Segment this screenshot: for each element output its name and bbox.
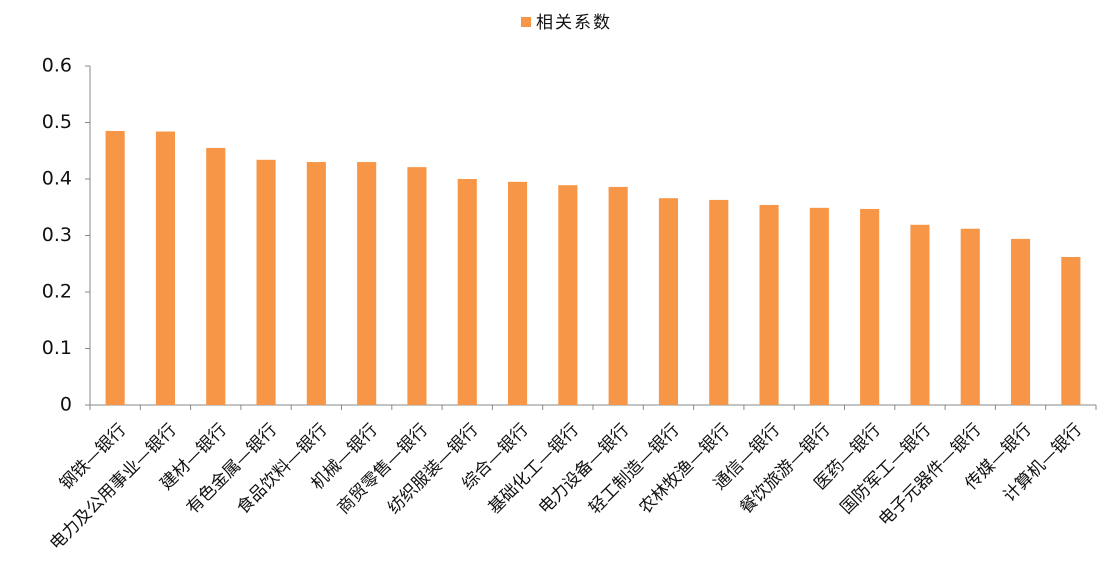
bar — [306, 162, 326, 405]
bar — [658, 198, 679, 405]
y-tick-label: 0.3 — [42, 224, 72, 246]
x-tick-label: 纺织服装—银行 — [384, 420, 482, 518]
y-tick-label: 0.2 — [42, 281, 72, 303]
bar — [860, 208, 880, 405]
bar — [357, 162, 377, 405]
bar — [105, 130, 125, 405]
bar — [407, 167, 427, 405]
x-tick-label: 国防军工—银行 — [837, 420, 935, 518]
bar — [960, 228, 980, 405]
y-tick-label: 0.6 — [42, 55, 72, 77]
bar — [1010, 238, 1031, 405]
bar — [759, 204, 779, 405]
x-tick-label: 食品饮料—银行 — [233, 420, 331, 518]
legend-swatch — [521, 17, 531, 27]
bar — [709, 199, 729, 405]
x-tick-label: 餐饮旅游—银行 — [736, 420, 834, 518]
bar — [206, 147, 226, 406]
bar — [910, 224, 930, 405]
bar — [809, 207, 829, 405]
y-tick-label: 0.4 — [42, 168, 72, 190]
bar — [1061, 256, 1081, 405]
x-tick-label: 商贸零售—银行 — [334, 420, 432, 518]
x-tick-label: 基础化工—银行 — [485, 420, 583, 518]
x-tick-label: 电力设备—银行 — [535, 420, 633, 518]
y-tick-label: 0.5 — [42, 111, 72, 133]
x-tick-label: 有色金属—银行 — [183, 420, 281, 518]
legend-label: 相关系数 — [536, 13, 612, 33]
bar — [558, 185, 578, 405]
bar — [155, 131, 176, 406]
bar — [507, 181, 528, 405]
bar — [256, 159, 276, 405]
x-tick-label: 轻工制造—银行 — [585, 420, 683, 518]
y-tick-label: 0 — [60, 394, 72, 416]
x-tick-label: 农林牧渔—银行 — [636, 420, 734, 518]
y-tick-label: 0.1 — [42, 337, 72, 359]
bar — [608, 186, 628, 405]
bar — [457, 179, 477, 405]
